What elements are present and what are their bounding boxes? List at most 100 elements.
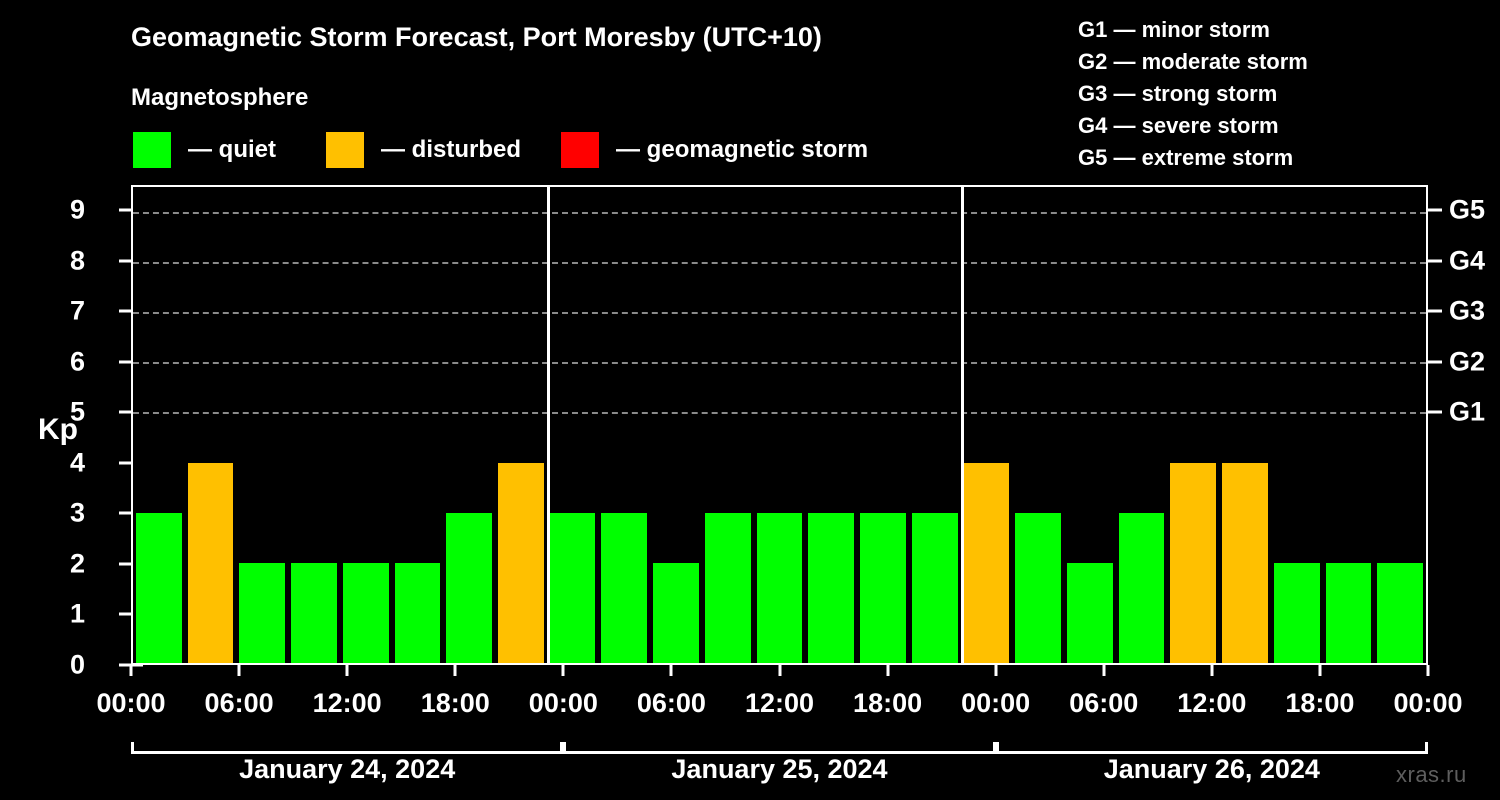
g-scale-line: G5 — extreme storm (1078, 142, 1408, 174)
x-tick-mark (345, 665, 349, 676)
bar-slot (702, 187, 754, 663)
y-tick-label: 1 (69, 598, 85, 629)
g-scale-line: G1 — minor storm (1078, 14, 1408, 46)
bar[interactable] (549, 512, 596, 663)
y-tick-mark (119, 360, 131, 364)
g-scale-line: G2 — moderate storm (1078, 46, 1408, 78)
bar[interactable] (1273, 562, 1320, 663)
bar-slot (1167, 187, 1219, 663)
y-tick-mark (119, 461, 131, 465)
g-scale-description: extreme storm (1141, 145, 1294, 170)
g-tick-label: G3 (1449, 295, 1486, 326)
g-tick-mark (1428, 360, 1442, 364)
bar[interactable] (291, 562, 337, 663)
bar[interactable] (601, 512, 648, 663)
x-tick-mark (669, 665, 673, 676)
bar[interactable] (187, 462, 234, 663)
y-tick-label: 4 (69, 447, 85, 478)
y-tick-mark (119, 410, 131, 414)
quiet-swatch (133, 132, 171, 168)
plot-area (131, 185, 1428, 665)
x-tick-label: 18:00 (420, 688, 490, 718)
y-tick-label: 7 (69, 295, 85, 326)
x-tick-mark (778, 665, 781, 676)
g-scale-description: severe storm (1141, 113, 1279, 138)
legend-item-label: — quiet (188, 136, 276, 163)
legend-item: — geomagnetic storm (561, 132, 868, 168)
bar-slot (185, 187, 237, 663)
g-scale-description: minor storm (1141, 17, 1270, 42)
bar-slot (1012, 187, 1064, 663)
bar-slot (805, 187, 857, 663)
g-tick-mark (1428, 208, 1442, 212)
g-tick-mark (1428, 259, 1442, 263)
bar-slot (754, 187, 806, 663)
x-tick-label: 12:00 (312, 688, 382, 718)
g-tick-mark (1428, 410, 1442, 414)
bar-slot (340, 187, 392, 663)
x-tick-mark (886, 665, 890, 676)
bar-slot (392, 187, 444, 663)
x-tick-label: 18:00 (1285, 688, 1355, 718)
y-tick-mark (119, 612, 131, 616)
bar-slot (1064, 187, 1116, 663)
bar[interactable] (653, 562, 699, 663)
g-scale-separator: — (1107, 81, 1142, 106)
y-tick-mark (119, 511, 131, 515)
day-bracket (131, 742, 564, 754)
bar-slot (443, 187, 495, 663)
bar[interactable] (394, 562, 441, 663)
y-tick-label: 6 (69, 346, 85, 377)
x-tick-label: 06:00 (1069, 688, 1139, 718)
bar[interactable] (911, 512, 958, 663)
bar-slot (236, 187, 288, 663)
page-title: Geomagnetic Storm Forecast, Port Moresby… (131, 22, 822, 52)
x-tick-label: 06:00 (204, 688, 274, 718)
plot-inner (133, 187, 1426, 663)
x-tick-mark (1318, 665, 1322, 676)
bar[interactable] (1222, 462, 1268, 663)
y-tick-label: 0 (69, 649, 85, 680)
bar-slot (288, 187, 340, 663)
bar[interactable] (1015, 512, 1061, 663)
y-tick-mark (119, 259, 131, 263)
g-scale-separator: — (1107, 17, 1142, 42)
bar-slot (650, 187, 702, 663)
g-tick-mark (1428, 309, 1442, 313)
gridline (133, 362, 1426, 365)
bar[interactable] (756, 512, 803, 663)
bar[interactable] (342, 562, 389, 663)
bar[interactable] (239, 562, 286, 663)
bar-slot (1323, 187, 1375, 663)
bar-slot (1219, 187, 1271, 663)
bar[interactable] (860, 512, 906, 663)
g-scale-line: G3 — strong storm (1078, 78, 1408, 110)
g-scale-code: G2 (1078, 49, 1108, 74)
x-tick-mark (561, 665, 565, 676)
bar[interactable] (1325, 562, 1372, 663)
g-scale-separator: — (1107, 145, 1142, 170)
x-tick-mark (1426, 665, 1430, 676)
g-tick-label: G4 (1449, 245, 1486, 276)
bar[interactable] (1170, 462, 1217, 663)
legend-item: — quiet (133, 132, 276, 168)
bar[interactable] (1118, 512, 1165, 663)
bar[interactable] (446, 512, 493, 663)
bar[interactable] (704, 512, 751, 663)
gridline (133, 212, 1426, 215)
bar-slot (857, 187, 909, 663)
day-separator (546, 187, 550, 663)
bar[interactable] (1377, 562, 1423, 663)
bar-series (133, 187, 1426, 663)
legend-item-label: — geomagnetic storm (616, 136, 869, 163)
g-scale-separator: — (1107, 113, 1142, 138)
day-bracket (563, 742, 996, 754)
bar[interactable] (808, 512, 855, 663)
y-tick-mark (119, 663, 131, 667)
bar[interactable] (136, 512, 182, 663)
bar-slot (1374, 187, 1426, 663)
bar[interactable] (498, 462, 544, 663)
bar[interactable] (1066, 562, 1113, 663)
bar[interactable] (963, 462, 1010, 663)
